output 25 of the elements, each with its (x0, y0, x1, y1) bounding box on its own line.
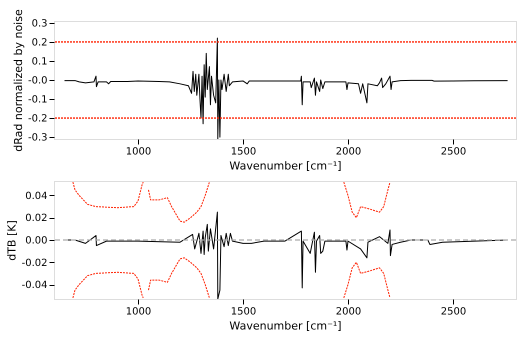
y-tick-label: -0.02 (22, 258, 48, 269)
x-tick-label: 2000 (336, 306, 362, 318)
y-tick-label: -0.2 (28, 114, 48, 125)
line-series (64, 38, 508, 139)
x-axis-title: Wavenumber [cm⁻¹] (229, 320, 342, 332)
y-tick-label: 0.3 (32, 18, 48, 30)
x-tick-label: 1500 (230, 146, 256, 158)
x-tick-label: 1500 (230, 306, 256, 318)
y-tick-label: 0.00 (25, 236, 48, 246)
y-axis-title: dRad normalized by noise (12, 9, 25, 152)
y-tick-label: -0.04 (22, 280, 48, 292)
y-tick-label: 0.02 (25, 213, 48, 224)
x-tick-label: 1000 (126, 146, 152, 158)
x-tick-label: 2000 (336, 146, 362, 158)
x-axis-title: Wavenumber [cm⁻¹] (229, 160, 342, 172)
x-tick-label: 1000 (126, 306, 152, 318)
y-tick-label: 0.2 (32, 37, 48, 48)
y-tick-label: 0.04 (25, 190, 48, 202)
x-tick-label: 2500 (440, 306, 466, 318)
x-tick-label: 2500 (440, 146, 466, 158)
y-tick-label: -0.3 (28, 132, 48, 144)
y-axis-title: dTB [K] (6, 220, 19, 261)
y-tick-label: -0.0 (28, 76, 48, 86)
y-tick-label: -0.1 (28, 94, 48, 106)
y-tick-label: 0.1 (32, 56, 48, 68)
